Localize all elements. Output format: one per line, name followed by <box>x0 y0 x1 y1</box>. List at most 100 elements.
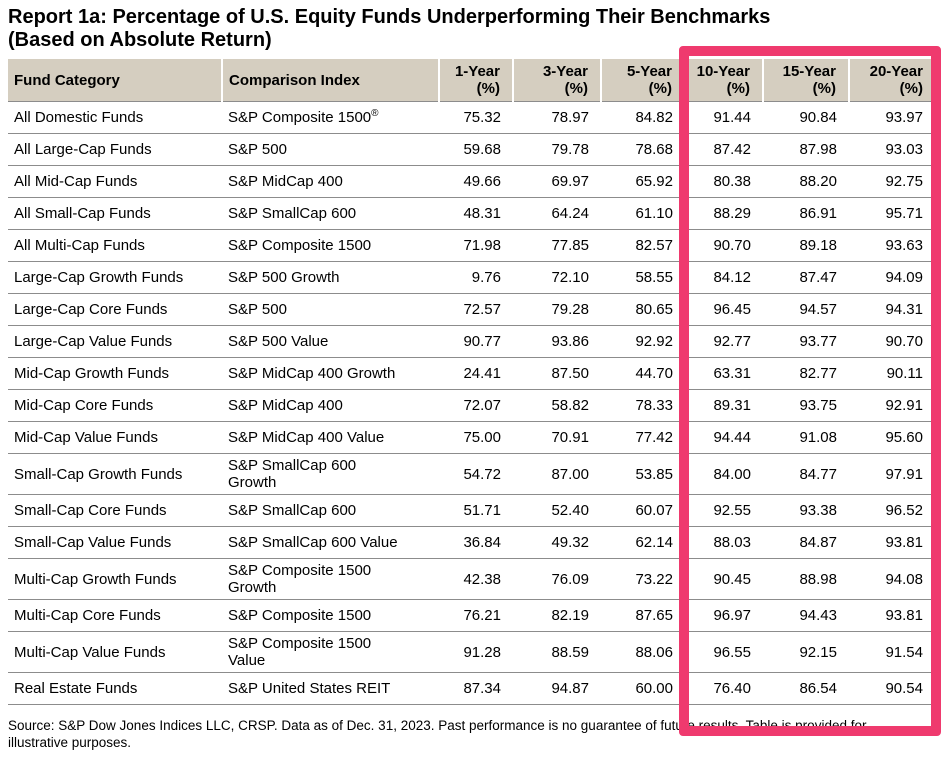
table-row: Large-Cap Growth Funds S&P 500 Growth 9.… <box>8 261 935 294</box>
value-cell-3y: 69.97 <box>513 165 601 198</box>
report-title-line2: (Based on Absolute Return) <box>8 29 272 51</box>
value-cell-1y: 42.38 <box>439 558 513 600</box>
value-cell-15y: 89.18 <box>763 229 849 262</box>
comparison-index-cell: S&P Composite 1500 Value <box>222 631 439 673</box>
fund-category-cell: Multi-Cap Core Funds <box>8 599 222 632</box>
value-cell-15y: 88.20 <box>763 165 849 198</box>
value-cell-5y: 62.14 <box>601 526 685 559</box>
fund-category-cell: All Large-Cap Funds <box>8 133 222 166</box>
value-cell-10y: 94.44 <box>685 421 763 454</box>
value-cell-3y: 72.10 <box>513 261 601 294</box>
value-cell-3y: 93.86 <box>513 325 601 358</box>
value-cell-10y: 84.12 <box>685 261 763 294</box>
value-cell-5y: 84.82 <box>601 101 685 134</box>
registered-mark: ® <box>371 108 379 119</box>
fund-category-cell: All Mid-Cap Funds <box>8 165 222 198</box>
value-cell-1y: 9.76 <box>439 261 513 294</box>
fund-category-cell: Mid-Cap Value Funds <box>8 421 222 454</box>
value-cell-15y: 92.15 <box>763 631 849 673</box>
value-cell-5y: 78.33 <box>601 389 685 422</box>
value-cell-3y: 79.78 <box>513 133 601 166</box>
col-header-15-year: 15-Year (%) <box>762 59 849 102</box>
table-row: All Multi-Cap Funds S&P Composite 1500 7… <box>8 229 935 262</box>
value-cell-10y: 96.55 <box>685 631 763 673</box>
value-cell-10y: 88.03 <box>685 526 763 559</box>
value-cell-20y: 90.70 <box>849 325 935 358</box>
value-cell-20y: 90.11 <box>849 357 935 390</box>
value-cell-10y: 92.55 <box>685 494 763 527</box>
comparison-index-cell: S&P MidCap 400 <box>222 165 439 198</box>
value-cell-10y: 76.40 <box>685 672 763 705</box>
value-cell-5y: 92.92 <box>601 325 685 358</box>
value-cell-20y: 97.91 <box>849 453 935 495</box>
comparison-index-cell: S&P Composite 1500 <box>222 229 439 262</box>
table-row: Real Estate Funds S&P United States REIT… <box>8 672 935 705</box>
value-cell-5y: 73.22 <box>601 558 685 600</box>
table-row: Multi-Cap Growth Funds S&P Composite 150… <box>8 558 935 600</box>
value-cell-3y: 64.24 <box>513 197 601 230</box>
value-cell-5y: 53.85 <box>601 453 685 495</box>
fund-category-cell: Large-Cap Value Funds <box>8 325 222 358</box>
value-cell-10y: 96.97 <box>685 599 763 632</box>
value-cell-5y: 58.55 <box>601 261 685 294</box>
value-cell-5y: 60.07 <box>601 494 685 527</box>
value-cell-20y: 95.60 <box>849 421 935 454</box>
col-header-5-year: 5-Year (%) <box>600 59 685 102</box>
col-header-3-year: 3-Year (%) <box>512 59 601 102</box>
value-cell-3y: 88.59 <box>513 631 601 673</box>
comparison-index-cell: S&P 500 Growth <box>222 261 439 294</box>
comparison-index-cell: S&P MidCap 400 Growth <box>222 357 439 390</box>
value-cell-3y: 87.00 <box>513 453 601 495</box>
comparison-index-cell: S&P Composite 1500 Growth <box>222 558 439 600</box>
col-header-comparison-index: Comparison Index <box>221 59 439 102</box>
value-cell-3y: 76.09 <box>513 558 601 600</box>
value-cell-5y: 60.00 <box>601 672 685 705</box>
fund-category-cell: All Domestic Funds <box>8 101 222 134</box>
value-cell-3y: 94.87 <box>513 672 601 705</box>
comparison-index-cell: S&P 500 Value <box>222 325 439 358</box>
value-cell-15y: 94.43 <box>763 599 849 632</box>
comparison-index-cell: S&P Composite 1500 <box>222 599 439 632</box>
value-cell-15y: 93.38 <box>763 494 849 527</box>
value-cell-5y: 44.70 <box>601 357 685 390</box>
value-cell-3y: 58.82 <box>513 389 601 422</box>
fund-category-cell: Mid-Cap Growth Funds <box>8 357 222 390</box>
value-cell-15y: 86.91 <box>763 197 849 230</box>
value-cell-1y: 72.57 <box>439 293 513 326</box>
fund-category-cell: Small-Cap Growth Funds <box>8 453 222 495</box>
value-cell-20y: 93.03 <box>849 133 935 166</box>
value-cell-10y: 87.42 <box>685 133 763 166</box>
comparison-index-cell: S&P SmallCap 600 <box>222 197 439 230</box>
value-cell-1y: 49.66 <box>439 165 513 198</box>
value-cell-10y: 89.31 <box>685 389 763 422</box>
comparison-index-cell: S&P SmallCap 600 <box>222 494 439 527</box>
value-cell-20y: 94.31 <box>849 293 935 326</box>
value-cell-10y: 96.45 <box>685 293 763 326</box>
value-cell-15y: 87.98 <box>763 133 849 166</box>
table-row: Mid-Cap Value Funds S&P MidCap 400 Value… <box>8 421 935 454</box>
comparison-index-cell: S&P Composite 1500® <box>222 101 439 134</box>
value-cell-20y: 93.81 <box>849 526 935 559</box>
value-cell-1y: 75.00 <box>439 421 513 454</box>
value-cell-20y: 91.54 <box>849 631 935 673</box>
table-row: All Large-Cap Funds S&P 500 59.68 79.78 … <box>8 133 935 166</box>
table-row: All Domestic Funds S&P Composite 1500® 7… <box>8 101 935 134</box>
table-row: Mid-Cap Core Funds S&P MidCap 400 72.07 … <box>8 389 935 422</box>
value-cell-20y: 94.08 <box>849 558 935 600</box>
value-cell-15y: 88.98 <box>763 558 849 600</box>
fund-category-cell: Small-Cap Core Funds <box>8 494 222 527</box>
value-cell-15y: 86.54 <box>763 672 849 705</box>
value-cell-1y: 87.34 <box>439 672 513 705</box>
fund-category-cell: Large-Cap Growth Funds <box>8 261 222 294</box>
comparison-index-cell: S&P SmallCap 600 Growth <box>222 453 439 495</box>
report-title: Report 1a: Percentage of U.S. Equity Fun… <box>8 6 942 52</box>
table-row: All Small-Cap Funds S&P SmallCap 600 48.… <box>8 197 935 230</box>
table-row: Small-Cap Value Funds S&P SmallCap 600 V… <box>8 526 935 559</box>
source-note: Source: S&P Dow Jones Indices LLC, CRSP.… <box>8 718 867 750</box>
value-cell-20y: 92.91 <box>849 389 935 422</box>
value-cell-3y: 49.32 <box>513 526 601 559</box>
value-cell-15y: 84.77 <box>763 453 849 495</box>
value-cell-1y: 76.21 <box>439 599 513 632</box>
header-row: Fund Category Comparison Index 1-Year (%)… <box>8 59 935 102</box>
